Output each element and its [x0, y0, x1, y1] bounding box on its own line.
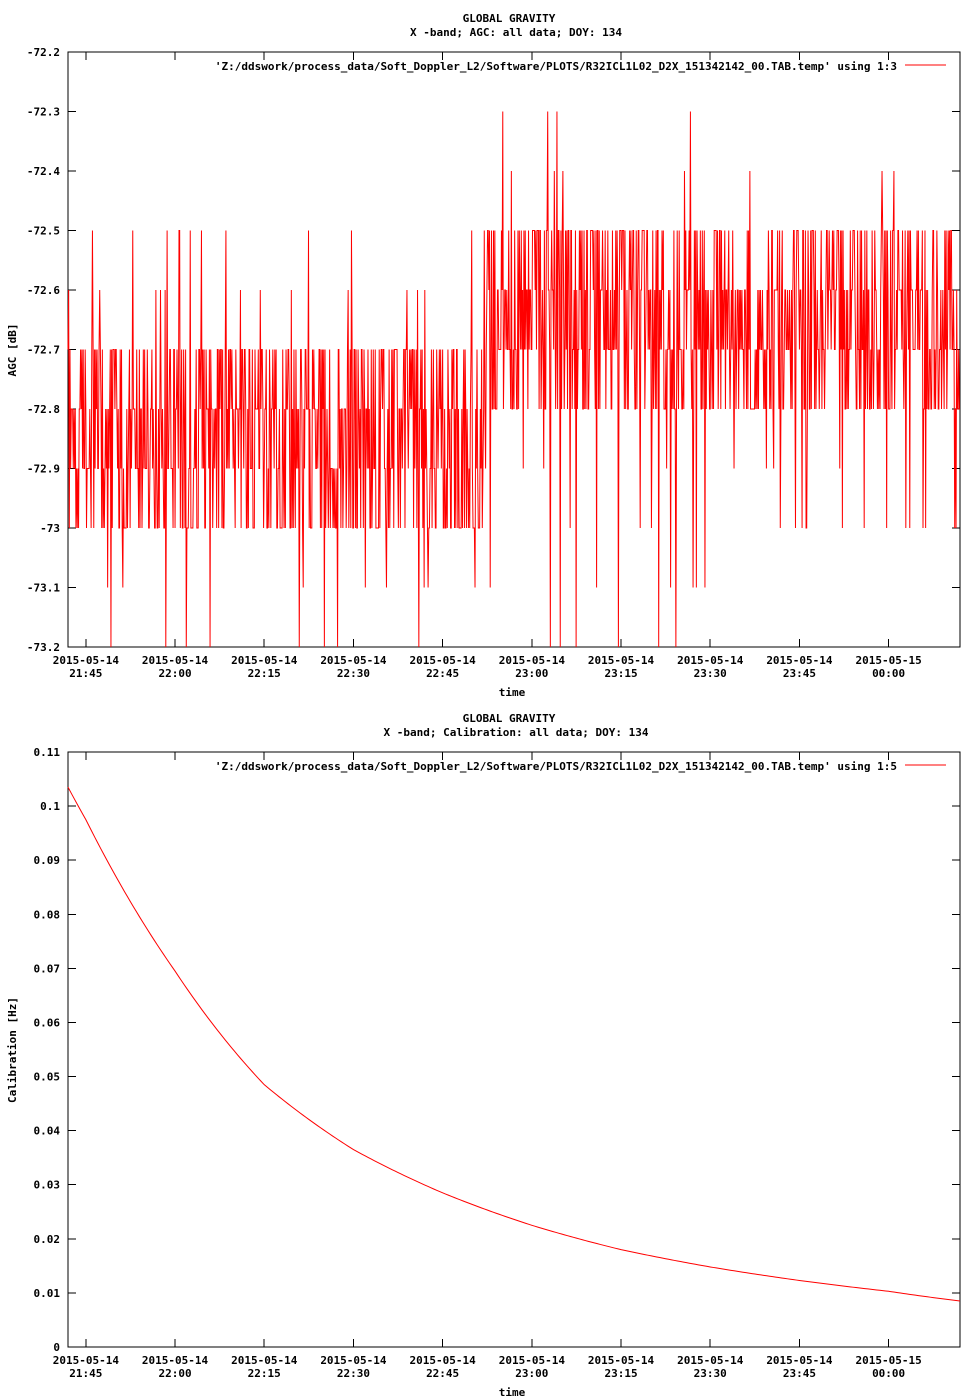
y-tick-label: 0.08	[34, 908, 61, 921]
y-tick-label: -73.1	[27, 582, 60, 595]
calibration-y-axis-label: Calibration [Hz]	[6, 997, 19, 1103]
calibration-series-line	[67, 786, 961, 1302]
x-tick-date: 2015-05-14	[499, 654, 566, 667]
x-tick-date: 2015-05-14	[231, 1354, 298, 1367]
x-tick-time: 22:45	[426, 1367, 459, 1380]
agc-chart-subtitle: X -band; AGC: all data; DOY: 134	[410, 26, 622, 39]
agc-x-axis-label: time	[499, 686, 526, 699]
x-tick-time: 23:30	[694, 667, 727, 680]
x-tick-time: 23:00	[515, 1367, 548, 1380]
agc-chart-title: GLOBAL GRAVITY	[463, 12, 556, 25]
x-tick-time: 23:00	[515, 667, 548, 680]
y-tick-label: -73	[40, 522, 60, 535]
calibration-y-ticks: 0.11 0.1 0.09 0.08 0.07 0.06 0.05 0.04 0.03 0.02 0…	[34, 746, 960, 1354]
y-tick-label: -72.7	[27, 344, 60, 357]
y-tick-label: 0.07	[34, 962, 61, 975]
x-tick-time: 00:00	[872, 667, 905, 680]
x-tick-date: 2015-05-14	[231, 654, 298, 667]
agc-x-ticks: 2015-05-1421:452015-05-1422:002015-05-14…	[53, 52, 922, 680]
x-tick-time: 23:15	[604, 1367, 637, 1380]
calibration-chart-subtitle: X -band; Calibration: all data; DOY: 134	[384, 726, 649, 739]
y-tick-label: -72.8	[27, 403, 60, 416]
x-tick-date: 2015-05-14	[320, 1354, 387, 1367]
agc-y-axis-label: AGC [dB]	[6, 324, 19, 377]
agc-legend-label: 'Z:/ddswork/process_data/Soft_Doppler_L2…	[215, 60, 897, 73]
y-tick-label: 0.1	[40, 800, 60, 813]
y-tick-label: 0.05	[34, 1071, 61, 1084]
x-tick-time: 00:00	[872, 1367, 905, 1380]
x-tick-date: 2015-05-14	[677, 1354, 744, 1367]
y-tick-label: 0.04	[34, 1125, 61, 1138]
y-tick-label: -72.2	[27, 46, 60, 59]
calibration-plot-frame	[67, 751, 961, 1348]
x-tick-date: 2015-05-15	[856, 1354, 922, 1367]
x-tick-time: 23:15	[604, 667, 637, 680]
x-tick-time: 23:45	[783, 667, 816, 680]
calibration-x-axis-label: time	[499, 1386, 526, 1399]
x-tick-date: 2015-05-14	[588, 654, 655, 667]
agc-chart: GLOBAL GRAVITY X -band; AGC: all data; D…	[6, 12, 961, 699]
y-tick-label: 0.02	[34, 1233, 61, 1246]
x-tick-date: 2015-05-14	[410, 1354, 477, 1367]
calibration-chart-title: GLOBAL GRAVITY	[463, 712, 556, 725]
y-tick-label: 0.03	[34, 1179, 61, 1192]
x-tick-time: 22:45	[426, 667, 459, 680]
calibration-legend-label: 'Z:/ddswork/process_data/Soft_Doppler_L2…	[215, 760, 897, 773]
x-tick-time: 22:15	[248, 1367, 281, 1380]
x-tick-time: 22:30	[337, 1367, 370, 1380]
x-tick-date: 2015-05-14	[142, 1354, 209, 1367]
x-tick-date: 2015-05-14	[766, 1354, 833, 1367]
x-tick-date: 2015-05-14	[142, 654, 209, 667]
x-tick-date: 2015-05-14	[588, 1354, 655, 1367]
y-tick-label: -72.4	[27, 165, 60, 178]
x-tick-date: 2015-05-14	[53, 654, 120, 667]
agc-series	[67, 111, 960, 648]
x-tick-time: 21:45	[69, 1367, 102, 1380]
calibration-chart: GLOBAL GRAVITY X -band; Calibration: all…	[6, 712, 961, 1399]
y-tick-label: -72.9	[27, 463, 60, 476]
x-tick-time: 21:45	[69, 667, 102, 680]
x-tick-date: 2015-05-14	[499, 1354, 566, 1367]
x-tick-time: 22:30	[337, 667, 370, 680]
x-tick-time: 23:30	[694, 1367, 727, 1380]
x-tick-time: 22:00	[158, 1367, 191, 1380]
x-tick-date: 2015-05-15	[856, 654, 922, 667]
y-tick-label: -72.5	[27, 225, 60, 238]
agc-y-ticks: -72.2 -72.3 -72.4 -72.5 -72.6 -72.7 -72.8 -72.9…	[27, 46, 960, 654]
y-tick-label: -73.2	[27, 641, 60, 654]
y-tick-label: 0.01	[34, 1287, 61, 1300]
calibration-series	[67, 786, 961, 1302]
agc-legend: 'Z:/ddswork/process_data/Soft_Doppler_L2…	[215, 60, 946, 73]
y-tick-label: 0.06	[34, 1016, 61, 1029]
x-tick-time: 23:45	[783, 1367, 816, 1380]
x-tick-time: 22:00	[158, 667, 191, 680]
x-tick-time: 22:15	[248, 667, 281, 680]
y-tick-label: -72.3	[27, 106, 60, 119]
y-tick-label: 0	[53, 1341, 60, 1354]
calibration-legend: 'Z:/ddswork/process_data/Soft_Doppler_L2…	[215, 760, 946, 773]
x-tick-date: 2015-05-14	[320, 654, 387, 667]
x-tick-date: 2015-05-14	[53, 1354, 120, 1367]
calibration-x-ticks: 2015-05-1421:452015-05-1422:002015-05-14…	[53, 752, 922, 1380]
agc-series-line	[67, 111, 960, 648]
x-tick-date: 2015-05-14	[410, 654, 477, 667]
y-tick-label: 0.11	[34, 746, 61, 759]
y-tick-label: 0.09	[34, 854, 61, 867]
x-tick-date: 2015-05-14	[766, 654, 833, 667]
y-tick-label: -72.6	[27, 284, 60, 297]
x-tick-date: 2015-05-14	[677, 654, 744, 667]
